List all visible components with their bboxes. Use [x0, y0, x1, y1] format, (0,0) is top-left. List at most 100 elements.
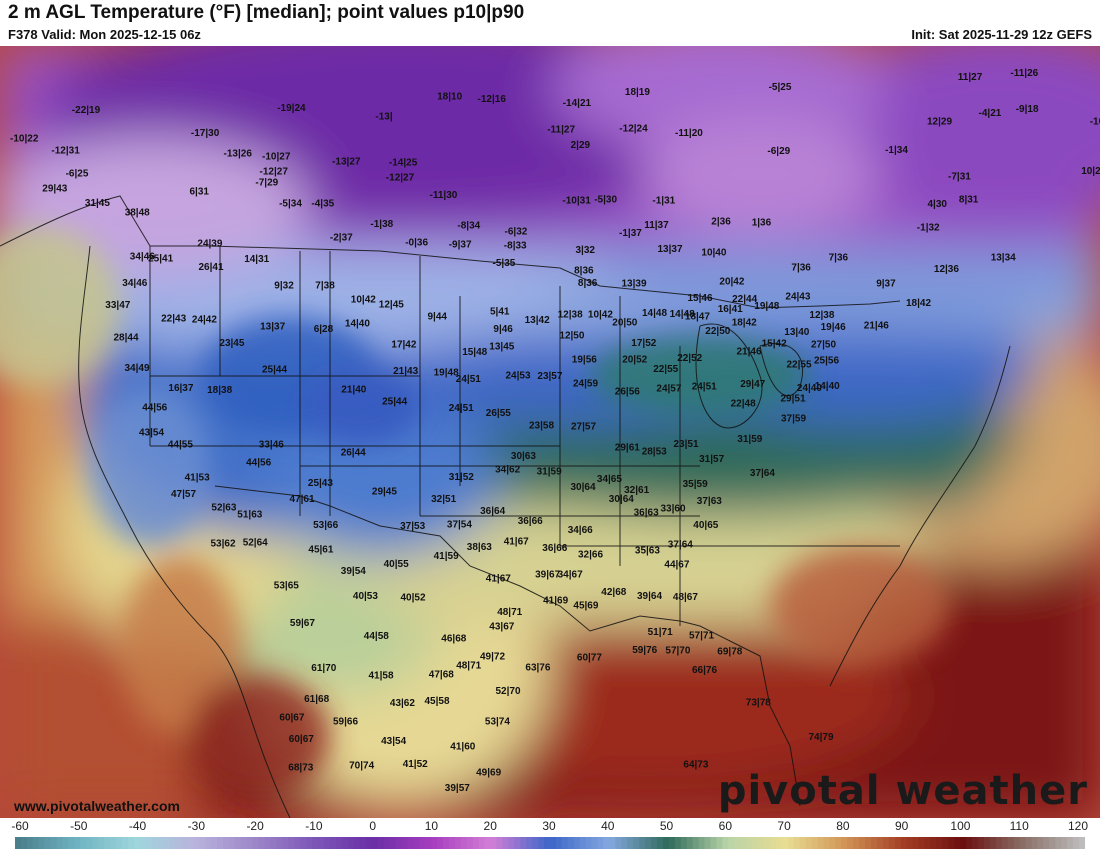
point-value-207: 39|54: [341, 566, 366, 577]
point-value-160: 25|44: [382, 396, 407, 407]
colorbar-swatch: [853, 837, 860, 849]
point-value-192: 32|51: [431, 494, 456, 505]
point-value-59: -8|33: [504, 241, 527, 252]
colorbar-tick-18: 120: [1067, 819, 1089, 833]
point-value-35: -11|26: [1010, 68, 1038, 79]
colorbar-swatch: [651, 837, 658, 849]
colorbar-swatch: [847, 837, 854, 849]
colorbar-swatch: [865, 837, 872, 849]
colorbar-swatch: [561, 837, 569, 849]
colorbar-swatch: [995, 837, 1003, 849]
colorbar-swatch: [181, 837, 188, 849]
point-value-178: 31|52: [449, 472, 474, 483]
valid-time: F378 Valid: Mon 2025-12-15 06z: [8, 27, 201, 42]
point-value-188: 52|63: [211, 502, 236, 513]
colorbar-swatch: [627, 837, 634, 849]
colorbar-swatch: [752, 837, 759, 849]
colorbar-swatch: [603, 837, 611, 849]
point-value-43: 4|30: [928, 199, 948, 210]
colorbar-swatch: [585, 837, 593, 849]
point-value-146: 33|47: [105, 300, 130, 311]
colorbar-swatch: [972, 837, 979, 849]
colorbar-swatch: [38, 837, 46, 849]
point-value-99: 35|59: [683, 479, 708, 490]
colorbar-swatch: [341, 837, 349, 849]
point-value-11: -12|27: [260, 167, 289, 178]
colorbar-swatch: [86, 837, 93, 849]
colorbar-tick-16: 100: [950, 819, 971, 833]
point-value-92: 29|47: [740, 379, 765, 390]
point-value-187: 33|60: [661, 504, 686, 515]
colorbar-tick-11: 50: [659, 819, 674, 833]
point-value-73: 22|44: [732, 294, 757, 305]
point-value-62: -0|36: [405, 238, 428, 249]
point-value-242: 41|60: [450, 742, 475, 753]
point-value-42: 10|29: [1081, 166, 1100, 177]
temperature-map[interactable]: -22|19 -10|22 -12|31 -6|25 29|43 31|45 38|48 -1…: [0, 46, 1100, 818]
colorbar-swatch: [698, 837, 706, 849]
colorbar-swatch: [662, 837, 670, 849]
point-value-215: 42|68: [601, 587, 626, 598]
point-value-9: -13|26: [224, 148, 253, 159]
colorbar-swatch: [199, 837, 206, 849]
point-value-140: 14|31: [244, 254, 269, 265]
point-value-83: 18|42: [732, 317, 757, 328]
colorbar-gradient: [15, 837, 1085, 849]
map-canvas: -22|19 -10|22 -12|31 -6|25 29|43 31|45 38|48 -1…: [0, 46, 1100, 818]
point-value-81: 14|48: [642, 308, 667, 319]
colorbar-swatch: [948, 837, 955, 849]
colorbar-swatch: [401, 837, 408, 849]
colorbar-swatch: [234, 837, 242, 849]
point-value-51: 7|36: [791, 263, 811, 274]
colorbar-swatch: [621, 837, 628, 849]
colorbar-swatch: [609, 837, 616, 849]
colorbar-tick-15: 90: [894, 819, 909, 833]
colorbar-swatch: [478, 837, 486, 849]
point-value-49: 18|42: [906, 298, 931, 309]
point-value-44: 8|31: [959, 194, 979, 205]
point-value-27: -12|24: [619, 123, 648, 134]
point-value-145: 34|46: [130, 252, 155, 263]
colorbar-swatch: [550, 837, 557, 849]
point-value-106: 69|78: [717, 647, 742, 658]
colorbar-swatch: [122, 837, 129, 849]
point-value-243: 68|73: [288, 762, 313, 773]
point-value-222: 59|67: [290, 618, 315, 629]
point-value-214: 45|69: [573, 601, 598, 612]
point-value-58: -6|32: [505, 227, 528, 238]
colorbar-swatch: [252, 837, 260, 849]
point-value-12: -7|29: [255, 178, 278, 189]
colorbar-swatch: [15, 837, 22, 849]
point-value-196: 36|66: [518, 516, 543, 527]
point-value-218: 40|53: [353, 591, 378, 602]
colorbar-swatch: [966, 837, 973, 849]
colorbar-tick-8: 20: [483, 819, 497, 833]
colorbar-swatch: [187, 837, 194, 849]
colorbar-swatch: [1079, 837, 1085, 849]
colorbar-swatch: [633, 837, 640, 849]
point-value-127: 24|53: [506, 370, 531, 381]
colorbar-swatch: [1049, 837, 1056, 849]
point-value-152: 34|49: [125, 363, 150, 374]
point-value-211: 39|67: [535, 569, 560, 580]
colorbar-swatch: [692, 837, 700, 849]
point-value-239: 53|74: [485, 716, 510, 727]
point-value-125: 24|59: [573, 378, 598, 389]
colorbar-swatch: [50, 837, 58, 849]
borders-layer: [0, 195, 1011, 818]
point-value-72: 24|43: [785, 291, 810, 302]
colorbar-swatch: [336, 837, 343, 849]
point-value-54: 1|36: [752, 217, 772, 228]
point-value-136: 14|40: [345, 318, 370, 329]
point-value-142: 25|41: [148, 254, 173, 265]
colorbar-swatch: [448, 837, 456, 849]
colorbar-swatch: [775, 837, 783, 849]
point-value-25: -5|25: [769, 82, 792, 93]
colorbar-swatch: [579, 837, 587, 849]
point-value-141: 24|39: [197, 239, 222, 250]
point-value-108: 73|78: [746, 698, 771, 709]
point-value-122: 24|51: [692, 382, 717, 393]
point-value-205: 52|64: [243, 538, 268, 549]
point-value-85: 15|42: [762, 339, 787, 350]
site-url[interactable]: www.pivotalweather.com: [14, 798, 180, 814]
